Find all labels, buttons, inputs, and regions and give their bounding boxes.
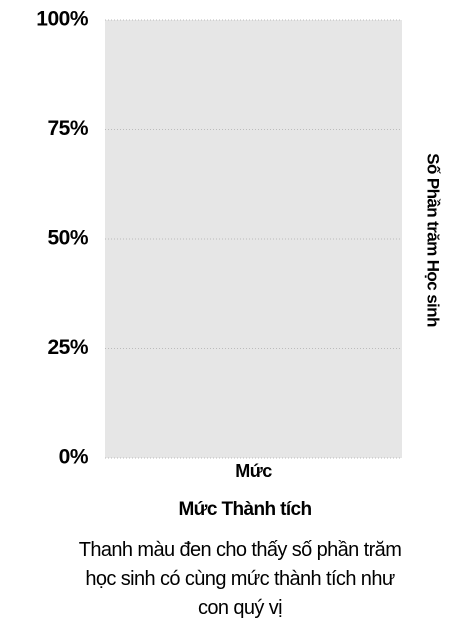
x-tick-label: Mức [235,461,272,481]
x-axis-title: Mức Thành tích [178,499,311,520]
y-tick-label: 75% [47,117,88,140]
y-tick-label: 100% [36,8,89,31]
y-tick-label: 25% [47,336,88,359]
y-tick-label: 50% [47,227,88,250]
plot-area [105,20,402,458]
caption: Thanh màu đen cho thấy số phần trăm học … [78,539,402,619]
y-tick-label: 0% [59,446,89,469]
y-axis-title: Số Phần trăm Học sinh [424,153,443,327]
